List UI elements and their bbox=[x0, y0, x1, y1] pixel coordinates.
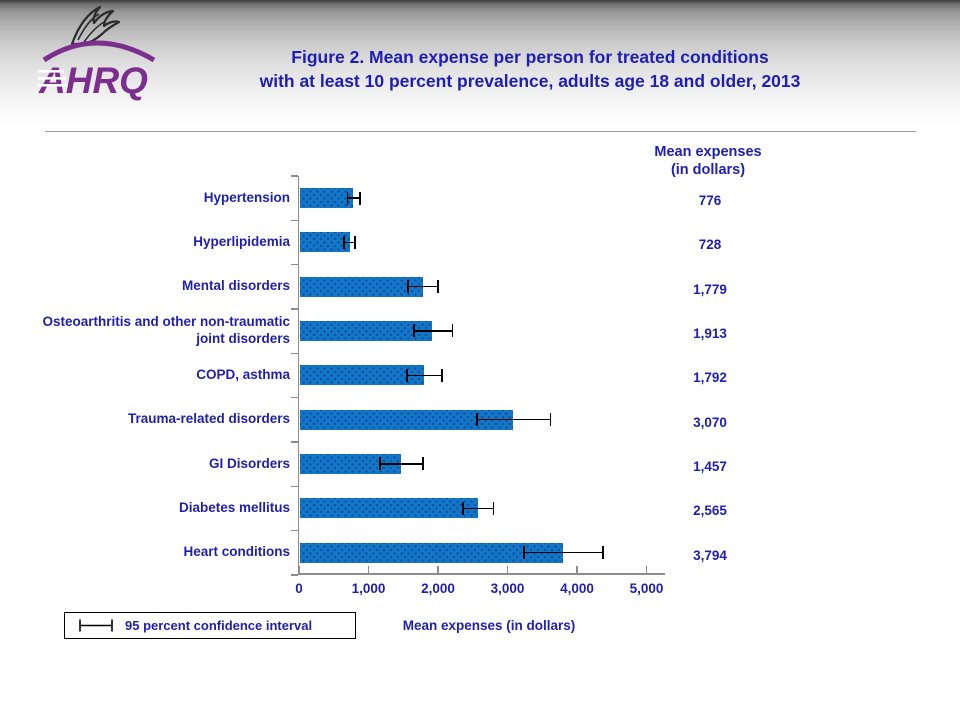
figure-title-line2: with at least 10 percent prevalence, adu… bbox=[259, 70, 801, 91]
y-axis-tick bbox=[291, 441, 298, 443]
x-axis-tick bbox=[298, 566, 300, 574]
error-bar-cap-left bbox=[462, 501, 464, 515]
error-bar-cap-right bbox=[441, 368, 443, 382]
x-axis-title: Mean expenses (in dollars) bbox=[402, 618, 576, 633]
error-bar-cap-left bbox=[476, 413, 478, 427]
error-bar-cap-left bbox=[523, 546, 525, 560]
y-axis-tick bbox=[291, 397, 298, 399]
x-tick-label: 0 bbox=[295, 581, 303, 596]
error-bar-cap-right bbox=[451, 324, 454, 338]
y-axis-line bbox=[297, 176, 300, 574]
value-label: 776 bbox=[698, 193, 722, 208]
category-label: Heart conditions bbox=[183, 544, 290, 560]
value-label: 1,457 bbox=[693, 458, 727, 474]
x-axis-line bbox=[297, 573, 665, 575]
y-axis-tick bbox=[291, 352, 298, 354]
y-axis-tick bbox=[291, 308, 298, 310]
y-axis-tick bbox=[291, 574, 298, 576]
category-label: Diabetes mellitus bbox=[178, 500, 290, 516]
error-bar-cap-right bbox=[359, 191, 361, 205]
value-label: 3,070 bbox=[693, 414, 727, 430]
ahrq-logo-graphic: AHRQ bbox=[38, 5, 156, 101]
legend: 95 percent confidence interval bbox=[64, 612, 356, 639]
error-bar bbox=[408, 285, 438, 288]
bar bbox=[299, 498, 478, 519]
bar bbox=[299, 365, 425, 386]
category-label: Hypertension bbox=[203, 189, 290, 205]
error-bar bbox=[407, 374, 443, 377]
category-label: Mental disorders bbox=[181, 278, 290, 294]
error-bar-cap-left bbox=[379, 457, 381, 471]
category-label: COPD, asthma bbox=[196, 367, 290, 383]
x-tick-label: 5,000 bbox=[629, 581, 664, 596]
logo-arc bbox=[42, 40, 156, 63]
bar bbox=[299, 409, 513, 430]
error-bar-cap-right bbox=[601, 546, 604, 560]
error-bar bbox=[463, 507, 494, 510]
category-label: Trauma-related disorders bbox=[127, 411, 290, 427]
error-bar bbox=[476, 418, 551, 421]
x-tick-label: 3,000 bbox=[490, 581, 525, 596]
x-axis-tick bbox=[367, 566, 370, 574]
y-axis-tick bbox=[291, 264, 298, 266]
error-bar-cap-right bbox=[354, 235, 357, 249]
y-axis-tick bbox=[291, 530, 298, 532]
bar bbox=[299, 542, 564, 563]
value-label: 3,794 bbox=[693, 547, 727, 563]
x-axis-tick bbox=[506, 566, 509, 574]
error-bar-cap-left bbox=[346, 191, 349, 205]
logo-stripes bbox=[38, 70, 68, 87]
error-bar-cap-right bbox=[492, 501, 495, 515]
logo-wordmark: AHRQ bbox=[38, 60, 148, 101]
error-bar bbox=[379, 463, 424, 465]
bar bbox=[299, 276, 424, 297]
x-tick-label: 4,000 bbox=[560, 581, 594, 596]
x-axis-tick bbox=[576, 566, 578, 574]
ahrq-logo: AHRQ bbox=[38, 4, 168, 106]
value-label: 1,913 bbox=[693, 325, 727, 341]
category-label: Osteoarthritis and other non-traumatic j… bbox=[42, 314, 290, 346]
error-bar-cap-left bbox=[407, 280, 409, 294]
bar bbox=[299, 232, 351, 253]
values-column-header: Mean expenses (in dollars) bbox=[628, 144, 788, 179]
value-label: 1,792 bbox=[693, 370, 727, 386]
error-bar-cap-right bbox=[437, 280, 439, 294]
value-label: 1,779 bbox=[693, 281, 727, 297]
category-label: Hyperlipidemia bbox=[193, 234, 290, 250]
header-gradient-band bbox=[0, 0, 960, 130]
error-bar bbox=[343, 241, 356, 244]
error-bar bbox=[347, 197, 360, 199]
x-tick-label: 1,000 bbox=[351, 581, 386, 596]
error-bar-cap-left bbox=[413, 324, 415, 338]
hhs-eagle-icon bbox=[70, 5, 121, 47]
confidence-interval-icon bbox=[79, 619, 113, 632]
value-label: 728 bbox=[698, 237, 722, 253]
y-axis-tick bbox=[291, 485, 298, 487]
x-axis-tick bbox=[437, 566, 439, 574]
x-axis-tick bbox=[645, 566, 648, 574]
header-divider bbox=[45, 131, 916, 132]
values-column-header-line2: (in dollars) bbox=[670, 161, 746, 178]
figure-title: Figure 2. Mean expense per person for tr… bbox=[110, 46, 950, 93]
values-column-header-line1: Mean expenses bbox=[654, 144, 762, 160]
figure-title-line1: Figure 2. Mean expense per person for tr… bbox=[291, 47, 769, 67]
category-label: GI Disorders bbox=[208, 455, 290, 471]
bar bbox=[299, 320, 433, 341]
y-axis-tick bbox=[291, 219, 298, 221]
bar bbox=[299, 453, 401, 474]
error-bar bbox=[524, 551, 603, 554]
bar bbox=[299, 188, 354, 208]
value-label: 2,565 bbox=[693, 503, 727, 519]
error-bar bbox=[414, 330, 453, 332]
error-bar-cap-right bbox=[422, 457, 424, 471]
error-bar-cap-left bbox=[406, 368, 408, 382]
error-bar-cap-left bbox=[343, 235, 345, 249]
legend-label: 95 percent confidence interval bbox=[125, 618, 313, 633]
y-axis-tick bbox=[291, 175, 298, 177]
error-bar-cap-right bbox=[549, 413, 552, 427]
x-tick-label: 2,000 bbox=[421, 581, 455, 596]
